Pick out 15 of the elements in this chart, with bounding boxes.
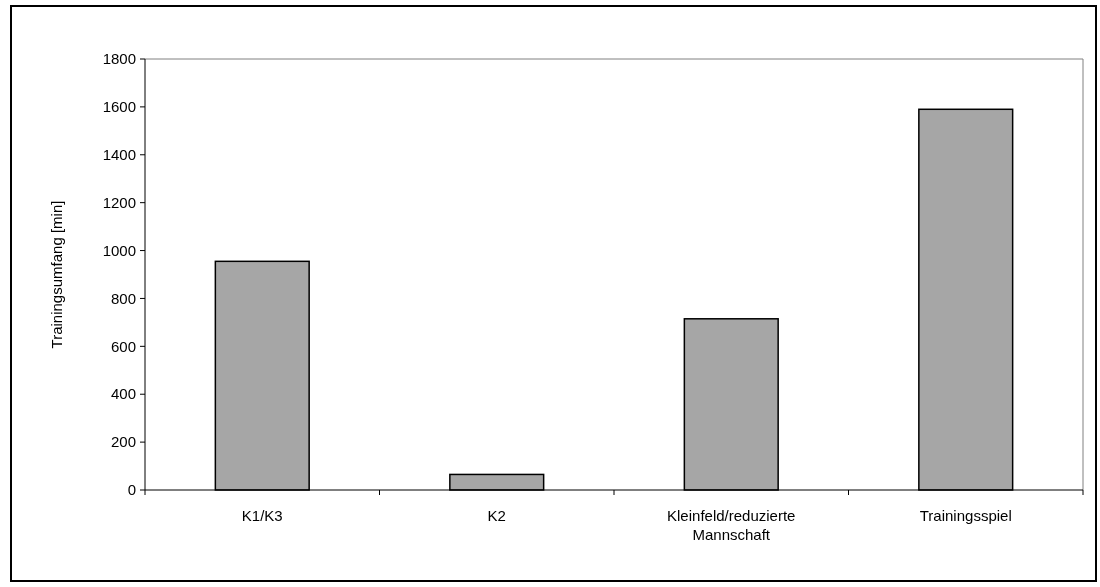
y-tick-label: 800 xyxy=(110,289,136,307)
y-tick-label: 1600 xyxy=(102,98,136,116)
y-tick-label: 1400 xyxy=(102,146,136,164)
y-tick-label: 1800 xyxy=(102,50,136,68)
y-tick-label: 400 xyxy=(110,385,136,403)
y-axis-title: Trainingsumfang [min] xyxy=(48,200,65,349)
y-tick-label: 600 xyxy=(110,337,136,355)
y-tick-label: 200 xyxy=(110,433,136,451)
x-tick-label: Trainingsspiel xyxy=(919,507,1012,524)
y-tick-label: 1200 xyxy=(102,193,136,211)
y-tick-label: 1000 xyxy=(102,241,136,259)
x-tick-label: K1/K3 xyxy=(241,507,283,524)
x-tick-label: Kleinfeld/reduzierte Mannschaft xyxy=(667,507,796,543)
x-tick-label: K2 xyxy=(487,507,506,524)
y-tick-label: 0 xyxy=(127,481,136,499)
